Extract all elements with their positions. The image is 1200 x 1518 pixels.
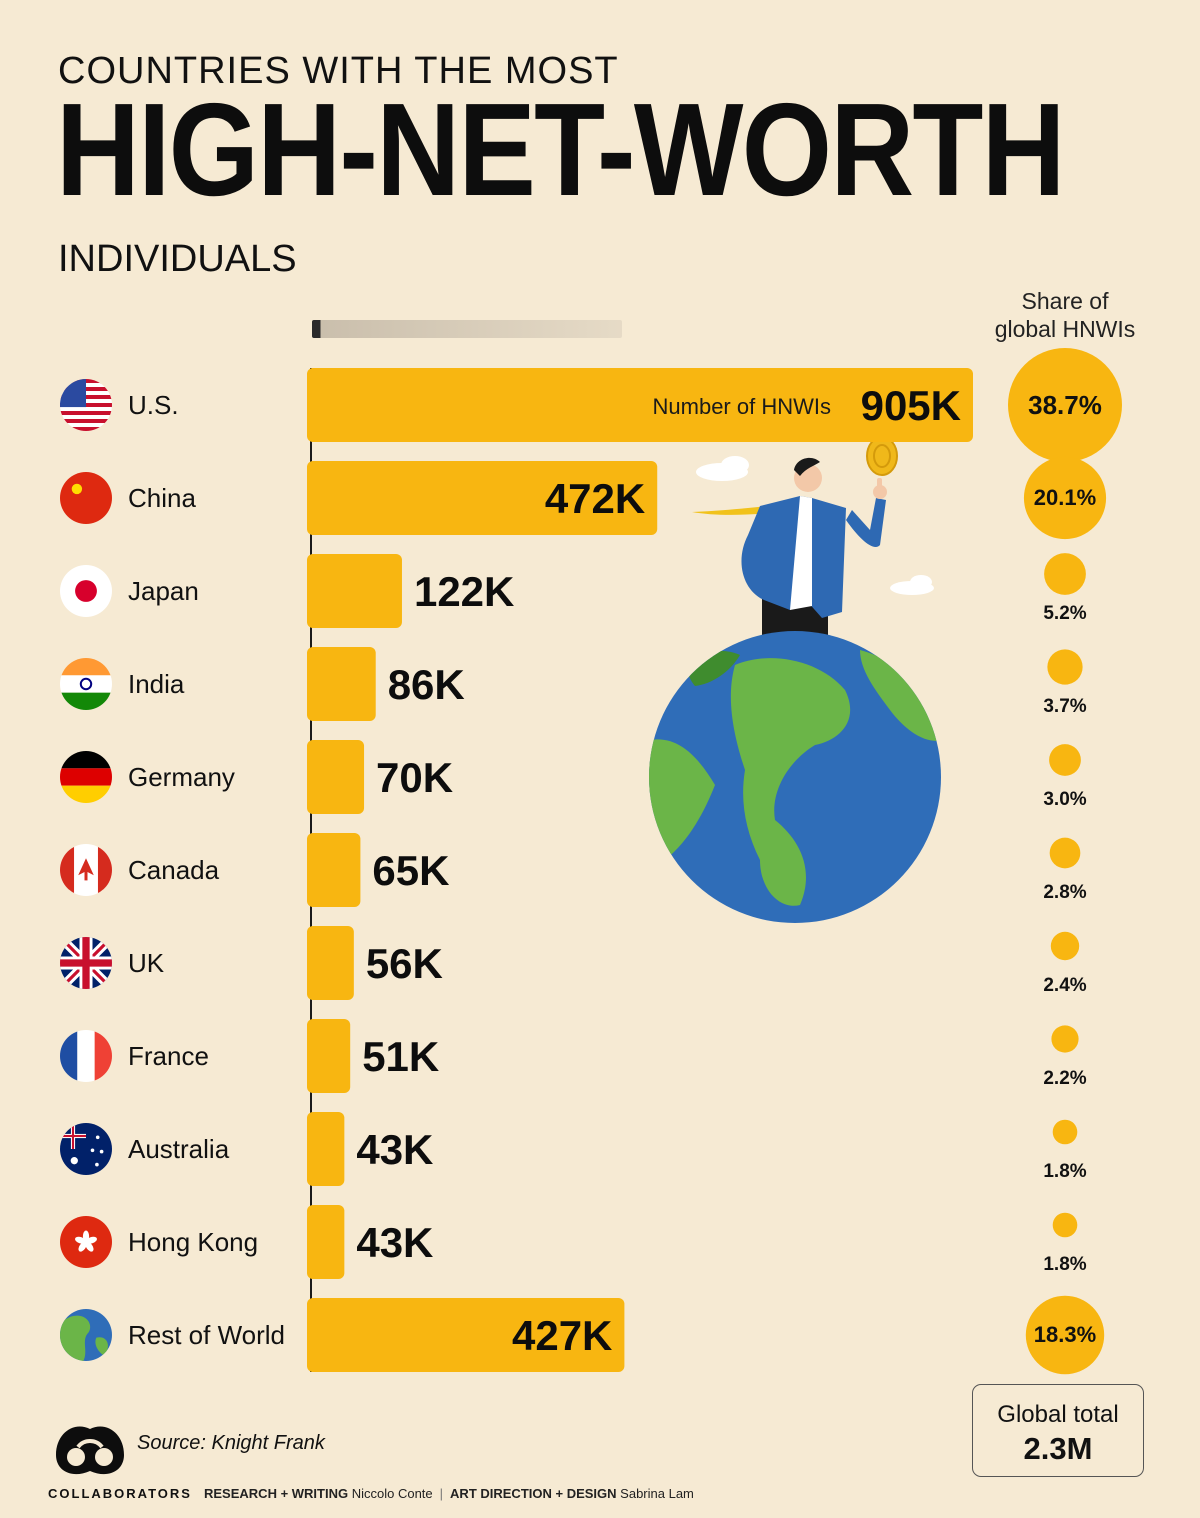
- japan-flag-icon: [60, 565, 112, 617]
- bar-value-label: 905K: [861, 382, 961, 429]
- category-label-uk: UK: [128, 948, 165, 978]
- china-flag-icon: [60, 472, 112, 524]
- credits-separator: |: [439, 1486, 444, 1501]
- bar-value-label: 472K: [545, 475, 645, 522]
- share-bubble-india: [1047, 649, 1083, 685]
- share-header-line-1: Share of: [1021, 288, 1109, 314]
- bar-inline-label: Number of HNWIs: [653, 394, 831, 419]
- category-label-china: China: [128, 483, 196, 513]
- bar-hong-kong: [307, 1205, 345, 1279]
- bar-value-label: 122K: [414, 568, 514, 615]
- businessman-on-globe-illustration: [649, 436, 941, 923]
- bar-value-label: 427K: [512, 1312, 612, 1359]
- title-top: COUNTRIES WITH THE MOST: [58, 50, 619, 92]
- share-label: 1.8%: [1043, 1254, 1086, 1275]
- share-bubble-uk: [1050, 931, 1080, 961]
- australia-flag-icon: [60, 1123, 112, 1175]
- research-name: Niccolo Conte: [351, 1486, 433, 1501]
- share-bubbles-layer: 38.7% 20.1% 5.2% 3.7% 3.0% 2.8% 2.4% 2.2% 1.8% 1.…: [1008, 348, 1122, 1375]
- bar-value-label: 70K: [376, 754, 453, 801]
- share-bubble-rest-of-world: [1025, 1295, 1105, 1375]
- share-header: Share of global HNWIs: [975, 287, 1155, 343]
- bars-layer: 905K 472K 122K 86K 70K 65K 56K 51K 43K 43K 427K: [307, 368, 973, 1372]
- bar-rest-of-world: [307, 1298, 625, 1372]
- bar-u-s: [307, 368, 973, 442]
- us-flag-icon: [60, 379, 112, 431]
- title-sub: INDIVIDUALS: [58, 238, 297, 280]
- share-bubble-u-s: [1008, 348, 1122, 462]
- brand-name: COLLABORATORS: [48, 1486, 192, 1501]
- blurred-axis-label: [312, 320, 622, 338]
- share-label: 5.2%: [1043, 603, 1086, 624]
- share-label: 1.8%: [1043, 1161, 1086, 1182]
- bar-value-label: 43K: [356, 1219, 433, 1266]
- cloud-icon: [696, 456, 934, 595]
- uk-flag-icon: [60, 937, 112, 989]
- share-bubble-germany: [1049, 744, 1081, 776]
- share-label: 2.4%: [1043, 975, 1086, 996]
- bar-japan: [307, 554, 402, 628]
- share-bubble-canada: [1049, 837, 1081, 869]
- credits: RESEARCH + WRITING Niccolo Conte | ART DIR…: [204, 1486, 694, 1501]
- design-label: ART DIRECTION + DESIGN: [450, 1486, 617, 1501]
- globe-icon: [60, 1309, 112, 1361]
- category-label-germany: Germany: [128, 762, 235, 792]
- global-total-box: Global total 2.3M: [972, 1384, 1144, 1477]
- bar-australia: [307, 1112, 345, 1186]
- share-label: 2.2%: [1043, 1068, 1086, 1089]
- share-header-line-2: global HNWIs: [994, 316, 1136, 342]
- design-name: Sabrina Lam: [620, 1486, 694, 1501]
- share-bubble-hong-kong: [1052, 1212, 1078, 1238]
- share-label: 38.7%: [1028, 390, 1102, 420]
- share-label: 18.3%: [1034, 1322, 1096, 1347]
- bar-value-label: 51K: [362, 1033, 439, 1080]
- hong-kong-flag-icon: [60, 1216, 112, 1268]
- bar-value-label: 43K: [356, 1126, 433, 1173]
- share-label: 20.1%: [1034, 485, 1096, 510]
- global-total-value: 2.3M: [1023, 1431, 1093, 1466]
- bar-value-label: 86K: [388, 661, 465, 708]
- share-label: 2.8%: [1043, 882, 1086, 903]
- category-label-hong-kong: Hong Kong: [128, 1227, 258, 1257]
- collaborators-logo-icon: [56, 1426, 124, 1475]
- bar-canada: [307, 833, 361, 907]
- category-label-france: France: [128, 1041, 209, 1071]
- source: Source: Knight Frank: [137, 1432, 325, 1454]
- category-label-rest-of-world: Rest of World: [128, 1320, 285, 1350]
- share-label: 3.0%: [1043, 789, 1086, 810]
- bar-france: [307, 1019, 351, 1093]
- category-label-india: India: [128, 669, 185, 699]
- research-label: RESEARCH + WRITING: [204, 1486, 349, 1501]
- category-label-japan: Japan: [128, 576, 199, 606]
- coin-icon: [866, 436, 898, 476]
- france-flag-icon: [60, 1030, 112, 1082]
- bar-germany: [307, 740, 365, 814]
- share-bubble-japan: [1044, 553, 1086, 595]
- canada-flag-icon: [60, 844, 112, 896]
- page-title: HIGH-NET-WORTH: [56, 76, 1066, 223]
- bar-value-label: 56K: [366, 940, 443, 987]
- share-label: 3.7%: [1043, 696, 1086, 717]
- india-flag-icon: [60, 658, 112, 710]
- bar-uk: [307, 926, 354, 1000]
- germany-flag-icon: [60, 751, 112, 803]
- bar-china: [307, 461, 658, 535]
- category-label-canada: Canada: [128, 855, 220, 885]
- category-label-australia: Australia: [128, 1134, 230, 1164]
- bar-india: [307, 647, 376, 721]
- country-rows-layer: U.S. China Japan India Germany Canada UK France…: [60, 379, 285, 1361]
- global-total-label: Global total: [997, 1401, 1119, 1428]
- category-label-u-s: U.S.: [128, 390, 179, 420]
- share-bubble-australia: [1052, 1119, 1078, 1145]
- share-bubble-china: [1023, 456, 1107, 540]
- share-bubble-france: [1051, 1025, 1079, 1053]
- bar-value-label: 65K: [372, 847, 449, 894]
